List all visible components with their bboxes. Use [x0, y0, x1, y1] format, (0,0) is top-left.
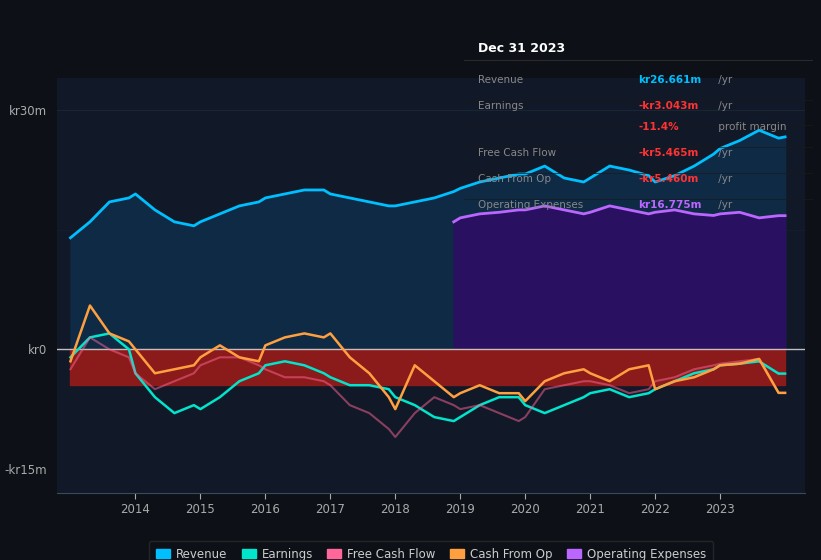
- Text: Operating Expenses: Operating Expenses: [478, 200, 583, 210]
- Text: -kr5.460m: -kr5.460m: [639, 174, 699, 184]
- Text: kr16.775m: kr16.775m: [639, 200, 702, 210]
- Legend: Revenue, Earnings, Free Cash Flow, Cash From Op, Operating Expenses: Revenue, Earnings, Free Cash Flow, Cash …: [149, 540, 713, 560]
- Text: -11.4%: -11.4%: [639, 123, 679, 132]
- Text: -kr5.465m: -kr5.465m: [639, 148, 699, 158]
- Text: /yr: /yr: [715, 74, 732, 85]
- Text: -kr3.043m: -kr3.043m: [639, 101, 699, 110]
- Text: /yr: /yr: [715, 148, 732, 158]
- Text: /yr: /yr: [715, 200, 732, 210]
- Text: /yr: /yr: [715, 174, 732, 184]
- Text: profit margin: profit margin: [715, 123, 787, 132]
- Text: Free Cash Flow: Free Cash Flow: [478, 148, 556, 158]
- Text: Revenue: Revenue: [478, 74, 523, 85]
- Text: Earnings: Earnings: [478, 101, 523, 110]
- Text: /yr: /yr: [715, 101, 732, 110]
- Text: kr26.661m: kr26.661m: [639, 74, 702, 85]
- Text: Cash From Op: Cash From Op: [478, 174, 551, 184]
- Text: Dec 31 2023: Dec 31 2023: [478, 42, 565, 55]
